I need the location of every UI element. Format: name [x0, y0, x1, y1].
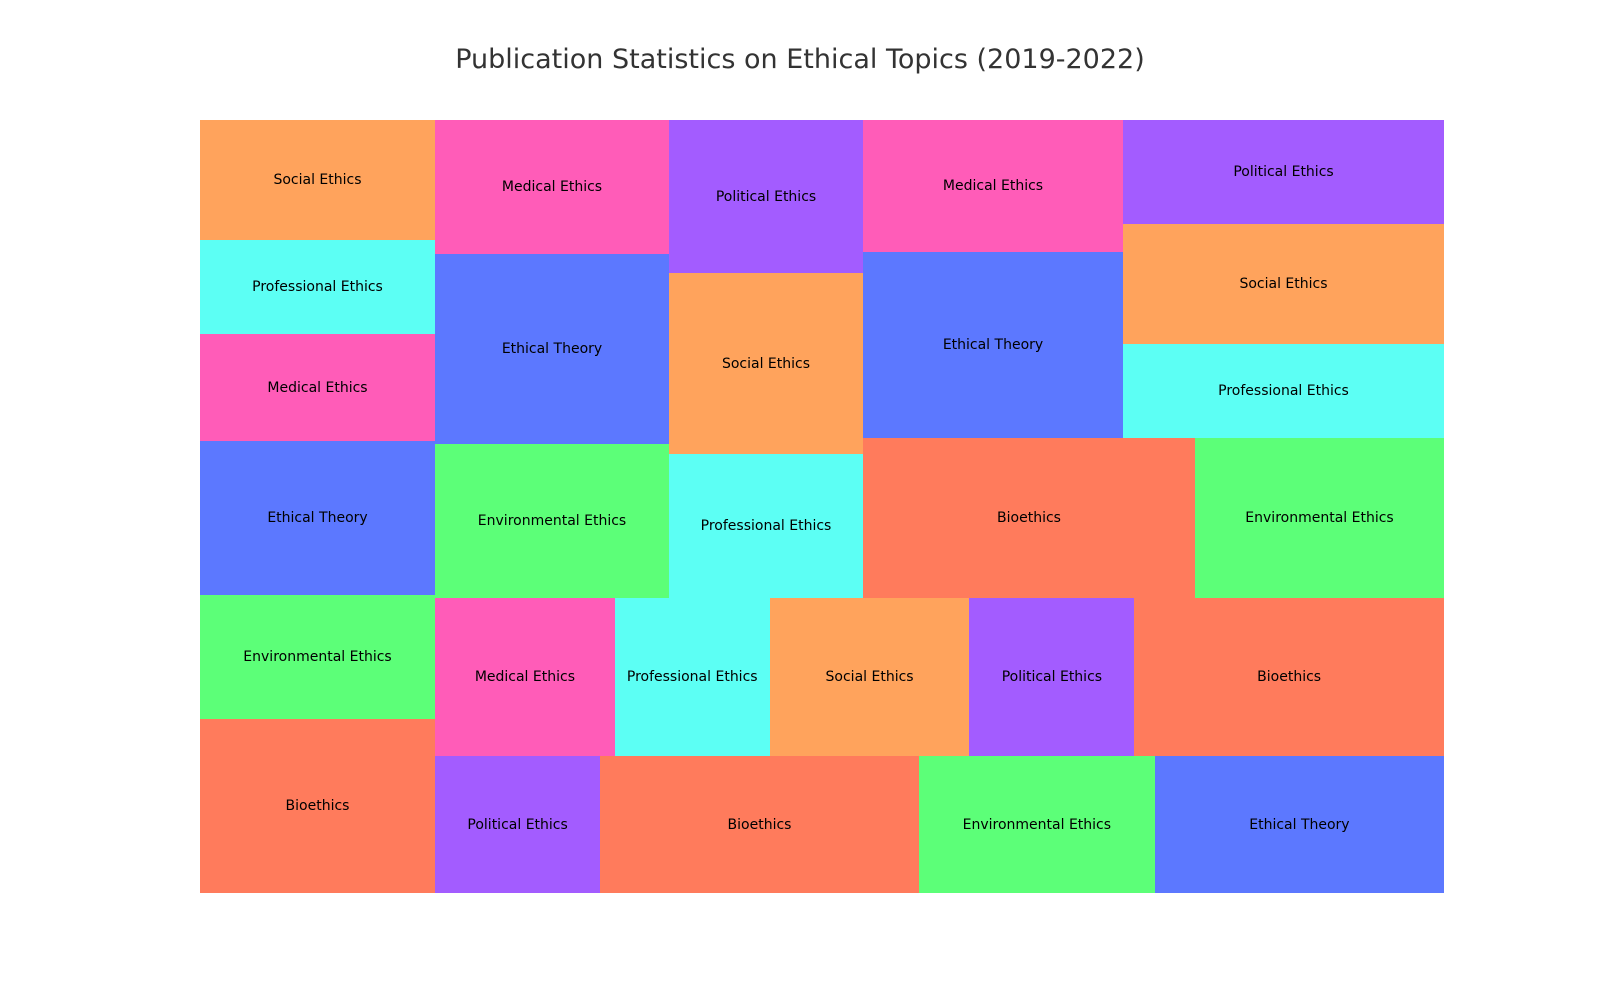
treemap-tile[interactable]: Environmental Ethics [435, 444, 669, 598]
treemap-tile[interactable]: Environmental Ethics [200, 595, 435, 719]
treemap-tile[interactable]: Ethical Theory [435, 253, 669, 445]
treemap-tile[interactable]: Bioethics [200, 718, 435, 893]
tile-label: Political Ethics [1233, 163, 1334, 180]
tile-label: Bioethics [285, 797, 350, 814]
tile-label: Environmental Ethics [962, 816, 1112, 833]
tile-label: Medical Ethics [267, 379, 368, 396]
tile-label: Professional Ethics [1218, 383, 1349, 400]
tile-label: Political Ethics [715, 188, 817, 205]
treemap-tile[interactable]: Social Ethics [1123, 223, 1444, 345]
tile-label: Bioethics [997, 510, 1061, 526]
treemap-tile[interactable]: Political Ethics [1123, 120, 1444, 224]
tile-label: Ethical Theory [267, 510, 368, 527]
tile-label: Professional Ethics [252, 279, 383, 296]
treemap-tile[interactable]: Bioethics [863, 438, 1195, 598]
treemap-tile[interactable]: Ethical Theory [1154, 756, 1444, 893]
treemap-tile[interactable]: Medical Ethics [435, 120, 669, 254]
treemap-tile[interactable]: Professional Ethics [669, 453, 863, 598]
treemap-tile[interactable]: Medical Ethics [435, 598, 615, 756]
tile-label: Social Ethics [721, 355, 811, 372]
tile-label: Bioethics [1257, 669, 1322, 685]
treemap-tile[interactable]: Political Ethics [969, 598, 1135, 756]
tile-label: Environmental Ethics [1245, 510, 1394, 526]
treemap-tile[interactable]: Environmental Ethics [1195, 438, 1444, 598]
treemap-tile[interactable]: Political Ethics [669, 120, 863, 274]
treemap-tile[interactable]: Social Ethics [769, 598, 970, 756]
tile-label: Medical Ethics [501, 178, 603, 195]
tile-label: Political Ethics [1001, 669, 1103, 685]
tile-label: Political Ethics [467, 816, 568, 833]
treemap-tile[interactable]: Social Ethics [669, 273, 863, 454]
tile-label: Medical Ethics [942, 178, 1044, 194]
tile-label: Social Ethics [273, 172, 362, 189]
treemap-tile[interactable]: Professional Ethics [1123, 344, 1444, 438]
tile-label: Social Ethics [825, 669, 914, 685]
treemap-tile[interactable]: Social Ethics [200, 120, 435, 241]
tile-label: Professional Ethics [626, 669, 758, 685]
treemap-plot-area: Social Ethics Professional Ethics Medical … [200, 120, 1444, 893]
tile-label: Environmental Ethics [243, 649, 392, 666]
tile-label: Bioethics [727, 816, 792, 833]
tile-label: Social Ethics [1239, 275, 1328, 292]
chart-title: Publication Statistics on Ethical Topics… [455, 44, 1145, 75]
tile-label: Ethical Theory [942, 337, 1044, 353]
treemap-tile[interactable]: Ethical Theory [200, 441, 435, 596]
treemap-tile[interactable]: Professional Ethics [200, 240, 435, 335]
treemap-tile[interactable]: Political Ethics [435, 756, 601, 893]
treemap-tile[interactable]: Ethical Theory [863, 252, 1123, 438]
tile-label: Ethical Theory [1249, 816, 1350, 833]
treemap-tile[interactable]: Medical Ethics [863, 120, 1123, 252]
tile-label: Medical Ethics [474, 669, 575, 685]
tile-label: Environmental Ethics [477, 513, 627, 530]
treemap-tile[interactable]: Professional Ethics [614, 598, 770, 756]
tile-label: Ethical Theory [501, 340, 603, 357]
tile-label: Professional Ethics [700, 517, 832, 534]
treemap-tile[interactable]: Bioethics [600, 756, 919, 893]
treemap-tile[interactable]: Environmental Ethics [918, 756, 1155, 893]
treemap-tile[interactable]: Medical Ethics [200, 334, 435, 442]
treemap-tile[interactable]: Bioethics [1134, 598, 1444, 756]
